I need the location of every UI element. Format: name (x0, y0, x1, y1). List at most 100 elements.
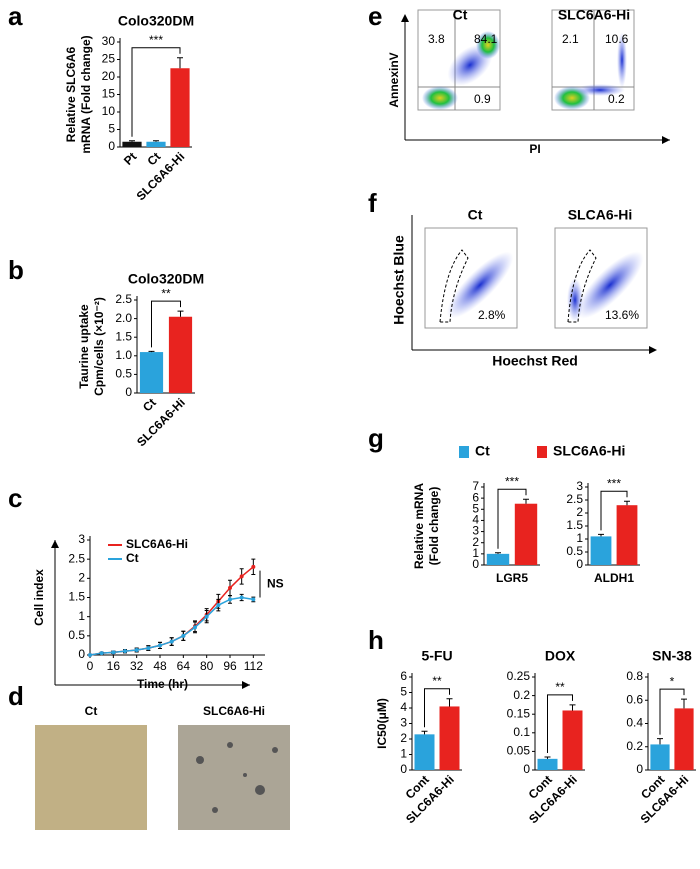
y-tick-label: 0.5 (68, 628, 85, 642)
line (89, 596, 254, 656)
significance-label: *** (505, 474, 519, 488)
marker (239, 595, 244, 600)
x-tick-label: 80 (200, 659, 214, 673)
y-tick-label: 10 (102, 104, 116, 118)
y-tick-label: 1.0 (115, 348, 132, 362)
x-axis-label: LGR5 (496, 571, 528, 585)
x-tick-label: 16 (107, 659, 121, 673)
error-bar (446, 698, 453, 707)
error-bar (177, 57, 183, 69)
marker (228, 597, 232, 602)
percent-label: 2.8% (478, 308, 506, 322)
y-tick-label: 3 (78, 532, 85, 546)
bar (122, 141, 142, 147)
legend-label: Ct (475, 443, 490, 459)
bar (537, 758, 558, 770)
y-tick-label: 0.8 (626, 669, 643, 683)
legend-swatch (459, 446, 469, 458)
y-tick-label: 20 (102, 69, 116, 83)
panel-label: h (368, 625, 384, 655)
x-axis-label: ALDH1 (594, 571, 634, 585)
panel-label: d (8, 681, 24, 711)
y-tick-label: 6 (400, 669, 407, 683)
bar (674, 708, 694, 770)
legend-label: SLC6A6-Hi (126, 537, 188, 551)
error-bar (153, 140, 159, 142)
x-tick-label: 32 (130, 659, 144, 673)
bar (514, 503, 538, 565)
y-tick-label: 1 (576, 531, 583, 545)
marker (134, 648, 139, 653)
significance-bracket (659, 688, 685, 735)
y-tick-label: 3 (576, 479, 583, 493)
quadrant-value: 0.2 (608, 92, 625, 106)
y-tick-label: 6 (472, 490, 479, 504)
y-tick-label: 1.5 (115, 329, 132, 343)
y-tick-label: 0.5 (115, 367, 132, 381)
plot-title: Ct (468, 207, 483, 223)
chart-title: DOX (545, 648, 576, 664)
y-tick-label: 2.0 (115, 311, 132, 325)
y-tick-label: 2 (472, 535, 479, 549)
x-tick-label: 96 (223, 659, 237, 673)
y-tick-label: 4 (472, 513, 479, 527)
image-label: Ct (85, 704, 98, 718)
panel-label: c (8, 483, 22, 513)
quadrant-value: 84.1 (474, 32, 498, 46)
y-tick-label: 0 (125, 385, 132, 399)
y-tick-label: 0 (576, 557, 583, 571)
y-tick-label: 15 (102, 87, 116, 101)
bar (146, 141, 166, 147)
plot-title: SLCA6-Hi (568, 207, 633, 223)
y-tick-label: 0 (78, 647, 85, 661)
y-tick-label: 2.5 (566, 492, 583, 506)
y-tick-label: 0 (400, 762, 407, 776)
bar (439, 706, 460, 770)
y-tick-label: 0.1 (513, 725, 530, 739)
y-tick-label: 0 (108, 139, 115, 153)
significance-bracket (151, 300, 181, 348)
x-tick-label: 64 (177, 659, 191, 673)
quadrant-value: 3.8 (428, 32, 445, 46)
chart-title: 5-FU (421, 648, 452, 664)
plot-title: Ct (453, 7, 468, 23)
bar (616, 505, 638, 565)
bar (486, 553, 510, 565)
y-axis-label: Relative mRNA (412, 483, 426, 569)
marker (169, 639, 174, 644)
bar (170, 68, 190, 147)
bar (139, 352, 164, 393)
legend-label: SLC6A6-Hi (553, 443, 625, 459)
bar (562, 710, 583, 770)
micrograph-hi (178, 725, 290, 830)
panel-label: f (368, 188, 377, 218)
significance-label: * (670, 674, 675, 688)
x-tick-label: Ct (140, 395, 159, 414)
error-bar (598, 533, 604, 537)
x-tick-label: 48 (153, 659, 167, 673)
error-bar (681, 698, 687, 709)
panel-label: b (8, 255, 24, 285)
hoechst-plot-ct (424, 227, 518, 329)
quadrant-value: 10.6 (605, 32, 629, 46)
chart-title: SN-38 (652, 648, 692, 664)
error-bar (495, 552, 501, 554)
error-bar (148, 350, 155, 353)
flow-plot-hi (551, 9, 635, 111)
y-tick-label: 3 (400, 716, 407, 730)
significance-label: ** (432, 674, 442, 688)
y-tick-label: 7 (472, 479, 479, 493)
panel-label: a (8, 1, 23, 31)
error-bar (544, 756, 551, 759)
y-tick-label: 5 (400, 685, 407, 699)
significance-label: ** (161, 286, 171, 300)
y-tick-label: 30 (102, 34, 116, 48)
y-tick-label: 1 (472, 546, 479, 560)
axis-label: Hoechst Red (492, 353, 578, 369)
y-tick-label: 0 (472, 557, 479, 571)
y-axis-label: Cpm/cells (×10⁻²) (92, 297, 106, 396)
marker (216, 603, 221, 608)
y-axis-label: (Fold change) (427, 487, 441, 566)
y-axis-label: Relative SLC6A6 (64, 46, 78, 142)
